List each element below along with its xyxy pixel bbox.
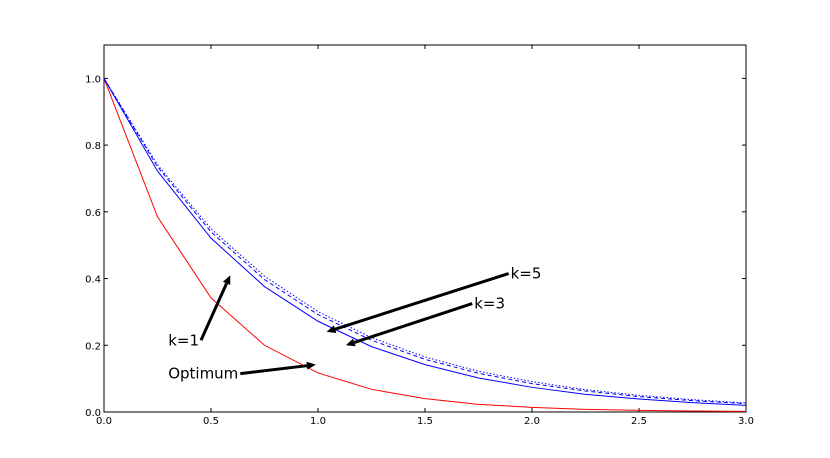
y-tick-label: 0.0 <box>85 408 101 419</box>
annotation-label: k=1 <box>168 331 199 349</box>
y-tick-label: 0.2 <box>85 341 101 352</box>
annotation-arrow-shaft <box>240 364 308 376</box>
annotation-arrow-shaft <box>199 282 228 341</box>
annotation-arrow-shaft <box>353 302 473 344</box>
y-tick-label: 1.0 <box>85 74 101 85</box>
annotation-arrow-head <box>326 325 337 333</box>
x-tick-label: 1.5 <box>417 416 433 427</box>
series-layer <box>104 78 746 412</box>
annotation-arrow-head <box>345 338 356 347</box>
y-tick-label: 0.6 <box>85 208 101 219</box>
series-line-optimum <box>104 78 746 412</box>
x-tick-label: 3.0 <box>738 416 754 427</box>
annotation-arrow-head <box>222 275 231 286</box>
series-line-k5 <box>104 78 746 404</box>
y-tick-label: 0.8 <box>85 141 101 152</box>
annotation-label: Optimum <box>168 365 238 383</box>
plot-frame <box>103 44 747 413</box>
x-tick-label: 0.0 <box>96 416 112 427</box>
annotation-arrow-head <box>306 361 316 370</box>
x-tick-label: 1.0 <box>310 416 326 427</box>
x-tick-label: 2.0 <box>524 416 540 427</box>
x-tick-label: 2.5 <box>631 416 647 427</box>
x-tick-label: 0.5 <box>203 416 219 427</box>
annotation-label: k=3 <box>474 295 505 313</box>
series-line-k1 <box>104 78 746 406</box>
annotation-layer: k=5 k=3 k=1 Optimum <box>168 265 541 383</box>
annotation-arrow-shaft <box>334 272 510 331</box>
ticks-layer: 0.0 0.5 1.0 1.5 2.0 2.5 3.0 0.0 0.2 0.4 0.6 0.8 1.0 <box>85 45 754 427</box>
y-tick-label: 0.4 <box>85 275 101 286</box>
annotation-label: k=5 <box>511 265 542 283</box>
